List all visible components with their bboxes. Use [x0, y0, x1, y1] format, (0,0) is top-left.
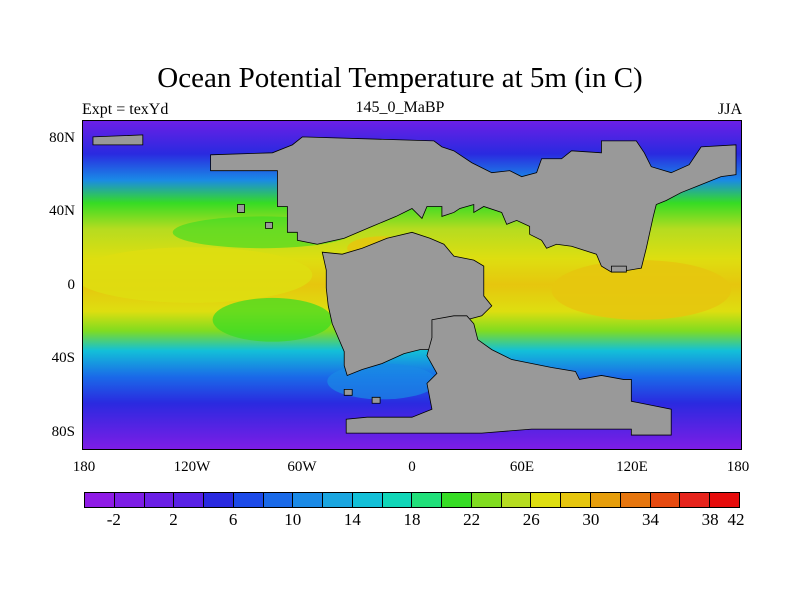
- x-tick-0: 0: [408, 459, 416, 475]
- colorbar-label: -2: [106, 510, 121, 529]
- small-island-4: [371, 396, 381, 404]
- colorbar-box: [323, 493, 353, 507]
- y-tick-80s: 80S: [51, 424, 75, 440]
- time-label: 145_0_MaBP: [355, 99, 445, 116]
- colorbar-label: 22: [463, 510, 481, 529]
- y-tick-0: 0: [67, 277, 76, 293]
- y-tick-40n: 40N: [49, 203, 75, 219]
- colorbar-box: [531, 493, 562, 507]
- colorbar-label: 26: [522, 510, 540, 529]
- x-tick-180w: 180: [72, 459, 96, 475]
- colorbar-label: 34: [642, 510, 660, 529]
- colorbar-box: [561, 493, 592, 507]
- colorbar-box: [233, 493, 264, 507]
- small-island-2: [265, 221, 273, 229]
- x-tick-60w: 60W: [287, 459, 317, 475]
- colorbar-box: [114, 493, 145, 507]
- colorbar-box: [650, 493, 681, 507]
- colorbar-box: [471, 493, 502, 507]
- colorbar-box: [382, 493, 413, 507]
- colorbar-box: [501, 493, 532, 507]
- colorbar-box: [263, 493, 294, 507]
- colorbar-label: 42: [727, 510, 745, 529]
- colorbar-box: [293, 493, 324, 507]
- x-tick-180e: 180: [726, 459, 750, 475]
- colorbar-label: 18: [403, 510, 421, 529]
- colorbar-box: [412, 493, 443, 507]
- x-tick-60e: 60E: [509, 459, 535, 475]
- tropical-warm-patch: [551, 260, 732, 320]
- antarctica-australia: [345, 315, 672, 436]
- plot-title: Ocean Potential Temperature at 5m (in C): [157, 62, 643, 94]
- colorbar-box: [620, 493, 651, 507]
- colorbar-label: 10: [284, 510, 302, 529]
- south-pacific-green: [212, 297, 333, 342]
- colorbar-box: [144, 493, 175, 507]
- season-label: JJA: [717, 101, 742, 118]
- small-island-3: [343, 388, 353, 396]
- experiment-label: Expt = texYd: [82, 101, 169, 118]
- x-tick-120e: 120E: [616, 459, 648, 475]
- temperature-map: [82, 120, 742, 450]
- colorbar-box: [85, 493, 115, 507]
- colorbar: [84, 492, 740, 508]
- y-tick-40s: 40S: [51, 350, 75, 366]
- colorbar-box: [591, 493, 621, 507]
- small-island-5: [610, 265, 627, 273]
- colorbar-box: [442, 493, 472, 507]
- colorbar-label: 14: [343, 510, 361, 529]
- small-island-1: [237, 204, 245, 213]
- x-tick-120w: 120W: [173, 459, 211, 475]
- laurasia-landmass: [92, 134, 144, 146]
- y-tick-80n: 80N: [49, 130, 75, 146]
- colorbar-label: 6: [228, 510, 238, 529]
- south-atlantic-blue: [327, 363, 437, 400]
- colorbar-label: 30: [582, 510, 600, 529]
- colorbar-box: [174, 493, 205, 507]
- colorbar-label: 2: [169, 510, 178, 529]
- colorbar-box: [352, 493, 383, 507]
- east-pacific-warm-pool: [83, 247, 313, 303]
- colorbar-box: [710, 493, 739, 507]
- map-svg: [83, 121, 741, 449]
- colorbar-box: [204, 493, 234, 507]
- colorbar-label: 38: [701, 510, 719, 529]
- colorbar-box: [680, 493, 711, 507]
